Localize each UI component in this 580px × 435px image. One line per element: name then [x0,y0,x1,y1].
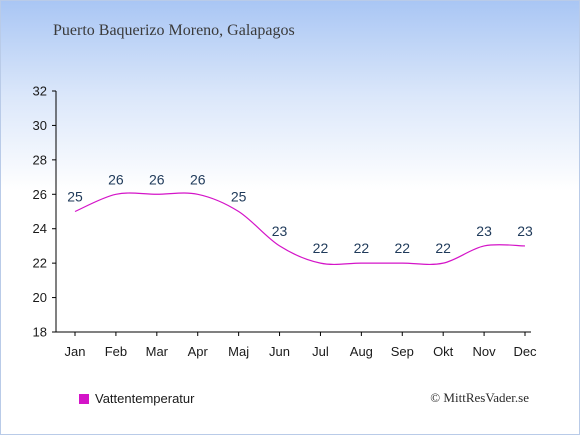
legend-swatch [79,393,89,404]
data-label: 22 [435,240,451,256]
x-tick-label: Sep [391,344,414,359]
data-label: 23 [476,223,492,239]
data-label: 22 [313,240,329,256]
data-label: 25 [231,189,247,205]
x-tick-label: Jun [269,344,290,359]
chart-title: Puerto Baquerizo Moreno, Galapagos [53,22,295,39]
x-tick-label: Maj [228,344,249,359]
x-tick-label: Nov [473,344,497,359]
y-tick-label: 24 [33,221,47,236]
x-tick-label: Jul [312,344,329,359]
x-tick-label: Okt [433,344,454,359]
y-tick-label: 32 [33,84,47,99]
credit-text: © MittResVader.se [430,390,529,405]
series-line [74,192,526,266]
x-tick-label: Dec [513,344,537,359]
x-tick-label: Apr [188,344,209,359]
data-label: 23 [272,223,288,239]
data-label: 26 [190,171,206,187]
legend: Vattentemperatur [79,391,194,406]
y-tick-label: 26 [33,187,47,202]
y-tick-label: 30 [33,118,47,133]
data-label: 22 [354,240,370,256]
y-tick-label: 20 [33,290,47,305]
data-label: 25 [67,189,83,205]
x-tick-label: Feb [105,344,127,359]
x-tick-label: Mar [146,344,169,359]
x-tick-label: Aug [350,344,373,359]
data-label: 26 [108,171,124,187]
legend-label: Vattentemperatur [95,391,195,406]
y-tick-label: 28 [33,152,47,167]
data-label: 22 [394,240,410,256]
data-label: 26 [149,171,165,187]
x-tick-label: Jan [65,344,86,359]
y-tick-label: 22 [33,256,47,271]
data-label: 23 [517,223,533,239]
y-tick-label: 18 [33,325,47,340]
